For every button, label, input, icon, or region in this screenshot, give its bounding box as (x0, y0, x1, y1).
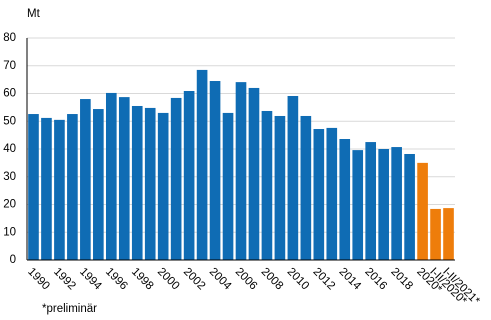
bar (196, 69, 208, 260)
y-tick-label: 50 (3, 115, 16, 127)
bar (28, 114, 39, 260)
bar (404, 153, 415, 260)
bar (248, 87, 260, 260)
bar (417, 162, 428, 260)
x-tick-label: 1998 (129, 266, 156, 293)
x-tick-label: 2006 (233, 266, 260, 293)
y-tick-label: 60 (3, 88, 16, 100)
x-tick-label: 2018 (388, 266, 415, 293)
bar (430, 208, 441, 260)
x-tick-label: 2016 (362, 266, 389, 293)
bar (209, 81, 221, 260)
bar (274, 115, 286, 260)
x-tick-label: 2008 (259, 266, 286, 293)
bar (144, 107, 156, 261)
bar (391, 147, 402, 260)
bar (93, 109, 104, 260)
bar (222, 112, 234, 260)
bar (80, 99, 91, 260)
y-axis-label: Mt (27, 8, 41, 20)
x-tick-label: 2002 (181, 266, 208, 293)
bar (131, 105, 143, 260)
bar (183, 91, 195, 260)
bar (41, 117, 52, 260)
bar (287, 95, 299, 260)
bar (67, 114, 78, 260)
bar (443, 208, 454, 260)
bar (313, 129, 325, 260)
x-tick-label: 1994 (77, 266, 104, 293)
x-tick-label: 2000 (155, 266, 182, 293)
bar (170, 97, 182, 260)
x-tick-label: 1992 (51, 266, 78, 293)
bar (235, 82, 247, 260)
x-tick-label: 2004 (207, 266, 234, 293)
bar (261, 110, 273, 260)
y-tick-label: 10 (3, 226, 16, 238)
x-tick-label: 2010 (285, 266, 312, 293)
bar (157, 112, 169, 260)
bar (118, 97, 130, 260)
bar (105, 92, 117, 260)
y-tick-label: 40 (3, 143, 16, 155)
bar (352, 150, 364, 260)
footnote: *preliminär (42, 303, 97, 315)
y-tick-label: 0 (10, 254, 16, 266)
x-tick-label: 1990 (25, 266, 52, 293)
y-tick-label: 70 (3, 60, 16, 72)
y-tick-label: 30 (3, 171, 16, 183)
bar (300, 115, 312, 260)
x-tick-label: 2012 (311, 266, 338, 293)
bar (326, 127, 338, 260)
bar (339, 139, 351, 260)
x-tick-label: 2014 (336, 266, 363, 293)
x-tick-label: 1996 (103, 266, 130, 293)
bar (378, 149, 389, 260)
y-tick-label: 20 (3, 199, 16, 211)
bar (365, 142, 377, 260)
y-tick-label: 80 (3, 32, 16, 44)
bar (54, 119, 65, 260)
